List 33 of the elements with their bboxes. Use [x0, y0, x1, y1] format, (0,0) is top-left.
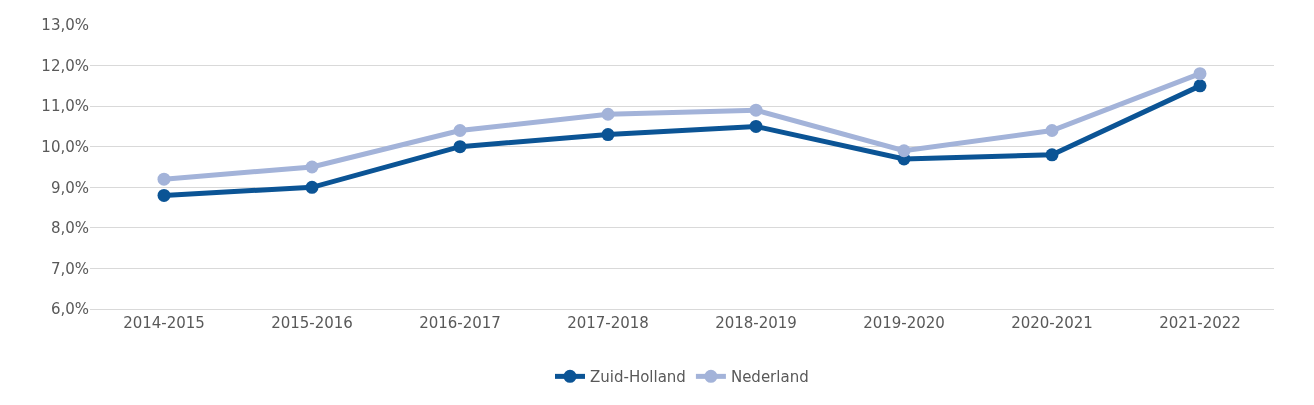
point: [749, 119, 763, 133]
y-tick-label: 8,0%: [50, 219, 89, 238]
x-tick-label: 2014-2015: [123, 314, 205, 332]
point: [305, 160, 319, 174]
x-tick-label: 2021-2022: [1159, 314, 1241, 332]
x-tick-label: 2015-2016: [271, 314, 353, 332]
point: [749, 103, 763, 117]
y-tick-label: 6,0%: [50, 300, 89, 319]
point: [1045, 123, 1059, 137]
legend-label: Nederland: [730, 368, 809, 387]
point: [453, 123, 467, 137]
point: [601, 107, 615, 121]
point: [453, 140, 467, 154]
point: [157, 172, 171, 186]
x-tick-label: 2016-2017: [419, 314, 501, 332]
y-tick-label: 10,0%: [41, 137, 89, 156]
y-tick-label: 9,0%: [50, 178, 89, 197]
x-tick-label: 2019-2020: [863, 314, 945, 332]
point: [305, 180, 319, 194]
y-tick-label: 7,0%: [50, 259, 89, 278]
y-tick-label: 11,0%: [41, 97, 89, 116]
y-tick-label: 12,0%: [41, 56, 89, 75]
point: [157, 188, 171, 202]
point: [1193, 79, 1207, 93]
point: [897, 144, 911, 158]
y-tick-label: 13,0%: [41, 16, 89, 35]
point: [1045, 148, 1059, 162]
point: [601, 128, 615, 142]
point: [1193, 67, 1207, 81]
x-tick-label: 2017-2018: [567, 314, 649, 332]
legend-label: Zuid-Holland: [590, 368, 686, 387]
x-tick-label: 2020-2021: [1011, 314, 1093, 332]
x-tick-label: 2018-2019: [715, 314, 797, 332]
